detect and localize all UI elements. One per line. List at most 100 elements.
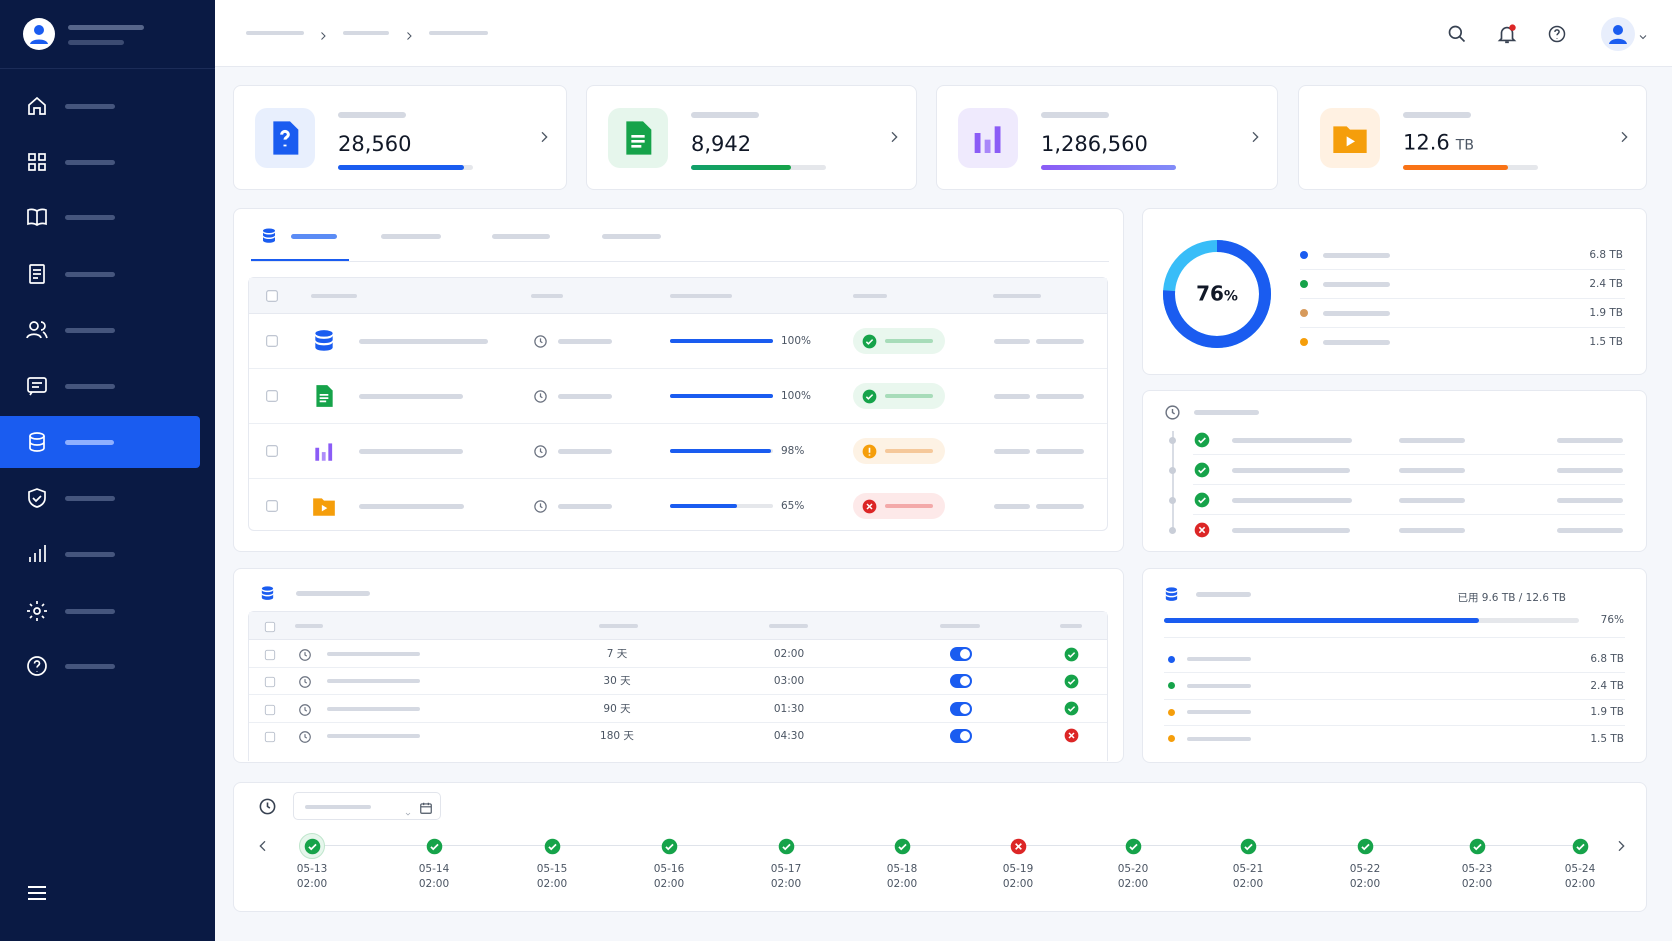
legend-divider [1300,298,1625,299]
row-checkbox[interactable] [263,647,277,661]
row-checkbox[interactable] [263,674,277,688]
status-pill [853,328,945,354]
icon-part [266,290,278,302]
placeholder-bar [305,805,371,809]
header [215,0,1672,67]
stat-open-button[interactable] [1247,129,1263,145]
icon-part [994,126,1001,153]
icon-part [29,545,46,562]
timeline-prev[interactable] [255,838,271,854]
nav-item[interactable] [0,528,200,580]
row-checkbox[interactable] [263,702,277,716]
row-checkbox[interactable] [264,388,280,404]
icon-part [1194,492,1210,508]
nav-item[interactable] [0,472,200,524]
enable-toggle[interactable] [950,674,972,689]
icon-part [1128,843,1138,850]
placeholder-bar [1403,112,1471,118]
placeholder-bar [65,663,115,669]
icon-part [29,264,45,284]
placeholder-bar [1557,437,1623,443]
run-status[interactable] [544,838,561,855]
enable-toggle[interactable] [950,701,972,716]
row-checkbox[interactable] [264,498,280,514]
user-menu-caret[interactable] [1637,28,1649,40]
nav-icon [25,374,49,398]
run-status[interactable] [1240,838,1257,855]
icon-part [1125,838,1141,854]
placeholder-bar [1187,657,1251,661]
nav-item[interactable] [0,80,200,132]
row-checkbox[interactable] [264,443,280,459]
tab[interactable] [592,223,671,249]
nav-item[interactable] [0,640,200,692]
stat-open-button[interactable] [886,129,902,145]
nav-item[interactable] [0,360,200,412]
search-button[interactable] [1447,24,1467,44]
placeholder-bar [65,608,115,614]
run-status[interactable] [1469,838,1486,855]
select-all-checkbox[interactable] [264,288,280,304]
nav-item[interactable] [0,136,200,188]
tab[interactable] [482,223,560,249]
row-checkbox[interactable] [264,333,280,349]
legend-dot [1300,309,1308,317]
menu-toggle[interactable] [25,881,49,905]
run-status[interactable] [894,838,911,855]
icon-part [28,153,46,171]
icon-part [261,585,273,591]
placeholder-bar [853,294,887,298]
icon-part [316,385,333,407]
nav-icon [25,486,49,510]
date-range-picker[interactable] [293,792,441,820]
nav-item[interactable] [0,585,200,637]
clock-icon [298,702,312,716]
run-status[interactable] [1125,838,1142,855]
icon-part [315,330,333,351]
run-status[interactable] [426,838,443,855]
icon-part [28,96,46,115]
run-status[interactable] [778,838,795,855]
nav-item[interactable] [0,416,200,468]
stat-open-button[interactable] [1616,129,1632,145]
clock-icon [258,797,277,816]
legend-dot [1168,735,1175,742]
run-status[interactable] [1357,838,1374,855]
icon-part [1621,131,1628,143]
icon-part [1064,674,1078,689]
status-icon [1194,432,1210,448]
placeholder-bar [1036,503,1084,509]
placeholder-bar [994,503,1030,509]
run-status[interactable] [304,838,321,855]
stat-card: 8,942 [586,85,917,190]
nav-item[interactable] [0,191,200,243]
stat-open-button[interactable] [536,129,552,145]
stat-progress-fill [1041,164,1176,170]
row-checkbox[interactable] [263,729,277,743]
user-avatar[interactable] [1601,17,1635,51]
select-all-checkbox[interactable] [263,619,277,633]
icon-part [1067,678,1075,685]
timeline-next[interactable] [1613,838,1629,854]
icon-part [1639,35,1647,40]
icon-part [1448,25,1466,43]
icon-part [1171,408,1175,415]
help-button[interactable] [1547,24,1567,44]
storage-fill [1164,617,1480,623]
tab[interactable] [371,223,451,249]
run-status[interactable] [661,838,678,855]
enable-toggle[interactable] [950,647,972,661]
notification-button[interactable] [1496,23,1518,45]
placeholder-bar [1323,281,1390,287]
icon-part [28,886,46,900]
nav-item[interactable] [0,248,200,300]
retention: 30 天 [603,675,631,688]
icon-part [1458,35,1466,43]
run-date: 05-20 [1117,863,1149,875]
nav-item[interactable] [0,304,200,356]
run-status[interactable] [1010,838,1027,855]
clock-icon [298,729,312,743]
enable-toggle[interactable] [950,728,972,743]
run-status[interactable] [1572,838,1589,855]
icon-part [1346,136,1355,147]
